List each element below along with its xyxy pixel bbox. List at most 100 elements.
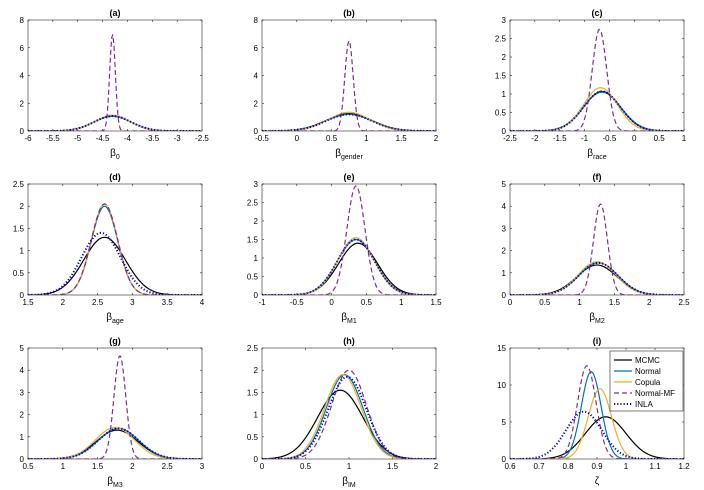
x-axis-label: ζ	[595, 476, 600, 487]
panel-title: (g)	[109, 336, 121, 346]
y-tick-label: 1.5	[13, 224, 25, 233]
x-tick-label: 0	[329, 298, 334, 307]
series-line-normal	[510, 371, 684, 459]
y-tick-label: 1.5	[495, 72, 507, 81]
chart-panel-f: 0 0.5 1 1.5 2 2.5 0 1 2 3 4 5 (f) βM2	[502, 172, 691, 325]
x-axis-label: βrace	[587, 148, 606, 161]
panel-title: (d)	[109, 172, 121, 182]
x-tick-label: 2.5	[92, 298, 104, 307]
axes-box	[261, 183, 437, 296]
series-line-mcmc	[262, 389, 436, 459]
y-tick-label: 0	[502, 127, 507, 136]
y-tick-label: 2.5	[247, 199, 259, 208]
y-tick-label: 1	[254, 254, 259, 263]
x-tick-label: 1.2	[678, 462, 690, 471]
series-line-normal	[28, 427, 202, 459]
y-tick-label: 0	[502, 455, 507, 464]
series-line-normal-mf	[510, 28, 684, 131]
series-line-copula	[510, 87, 684, 131]
chart-panel-g: 0.5 1 1.5 2 2.5 3 0 1 2 3 4 5 (g) βM3	[20, 336, 205, 489]
legend-label: MCMC	[635, 356, 660, 365]
axes-box	[27, 19, 203, 132]
x-tick-label: 2	[434, 462, 439, 471]
panel-title: (b)	[343, 8, 355, 18]
legend: MCMC Normal Copula Normal-MF INLA	[609, 350, 684, 412]
x-tick-label: 1.1	[649, 462, 661, 471]
series-line-normal	[28, 205, 202, 295]
x-tick-label: 1	[682, 134, 687, 143]
x-tick-label: 2	[434, 134, 439, 143]
series-line-mcmc	[262, 113, 436, 131]
y-tick-label: 5	[502, 418, 507, 427]
x-tick-label: 1.5	[609, 298, 621, 307]
legend-label: INLA	[635, 400, 653, 409]
y-tick-label: 3	[502, 16, 507, 25]
series-line-inla	[28, 231, 202, 295]
x-tick-label: 0	[260, 462, 265, 471]
y-tick-label: 0.5	[247, 433, 259, 442]
axes-box	[27, 347, 203, 460]
x-axis-label: βIM	[342, 476, 356, 489]
series-line-mcmc	[28, 115, 202, 131]
panel-title: (c)	[592, 8, 603, 18]
x-tick-label: 0.8	[562, 462, 574, 471]
y-tick-label: 10	[497, 381, 506, 390]
y-tick-label: 4	[254, 72, 259, 81]
series-line-copula	[510, 388, 684, 459]
series-line-copula	[28, 114, 202, 131]
y-tick-label: 6	[254, 44, 259, 53]
x-tick-label: 0.9	[591, 462, 603, 471]
x-tick-label: -1	[258, 298, 266, 307]
x-tick-label: 2	[61, 298, 66, 307]
x-tick-label: -0.5	[603, 134, 617, 143]
series-line-copula	[262, 237, 436, 295]
x-tick-label: -3	[174, 134, 182, 143]
x-tick-label: 0.6	[504, 462, 516, 471]
y-tick-label: 0.5	[247, 273, 259, 282]
y-tick-label: 8	[254, 16, 259, 25]
panel-title: (i)	[593, 336, 602, 346]
series-line-copula	[28, 203, 202, 295]
x-tick-label: -0.5	[290, 298, 304, 307]
y-tick-label: 2	[20, 411, 25, 420]
series-line-normal	[262, 374, 436, 459]
y-tick-label: 0	[20, 291, 25, 300]
y-tick-label: 0	[20, 455, 25, 464]
x-axis-label: β0	[110, 148, 120, 161]
series-line-normal-mf	[28, 355, 202, 459]
x-tick-label: 0.5	[361, 298, 373, 307]
y-tick-label: 2	[20, 202, 25, 211]
x-tick-label: 1	[61, 462, 66, 471]
y-tick-label: 1	[502, 90, 507, 99]
x-tick-label: -2	[531, 134, 539, 143]
x-tick-label: -0.5	[255, 134, 269, 143]
y-tick-label: 0.5	[495, 109, 507, 118]
y-tick-label: 2.5	[247, 344, 259, 353]
x-tick-label: 1	[399, 298, 404, 307]
x-axis-label: βM3	[107, 476, 123, 489]
x-tick-label: 4	[200, 298, 205, 307]
series-line-copula	[28, 426, 202, 459]
x-axis-label: βage	[106, 312, 124, 325]
legend-label: Copula	[635, 378, 661, 387]
x-tick-label: 1	[364, 134, 369, 143]
x-tick-label: -2.5	[195, 134, 209, 143]
y-tick-label: 0.5	[13, 269, 25, 278]
legend-label: Normal-MF	[635, 389, 675, 398]
x-tick-label: 2.5	[678, 298, 690, 307]
series-line-normal-mf	[262, 39, 436, 131]
x-tick-label: 0.5	[326, 134, 338, 143]
x-tick-label: -2.5	[503, 134, 517, 143]
panel-title: (e)	[344, 172, 355, 182]
series-line-inla	[262, 113, 436, 131]
chart-panel-d: 1.5 2 2.5 3 3.5 4 0 0.5 1 1.5 2 2.5 (d) βage	[13, 172, 205, 325]
y-tick-label: 3	[254, 180, 259, 189]
y-tick-label: 0	[254, 127, 259, 136]
y-tick-label: 2	[254, 99, 259, 108]
series-line-mcmc	[262, 242, 436, 295]
x-tick-label: -5.5	[46, 134, 60, 143]
x-tick-label: 1.5	[92, 462, 104, 471]
y-tick-label: 1.5	[247, 388, 259, 397]
x-tick-label: 2	[647, 298, 652, 307]
